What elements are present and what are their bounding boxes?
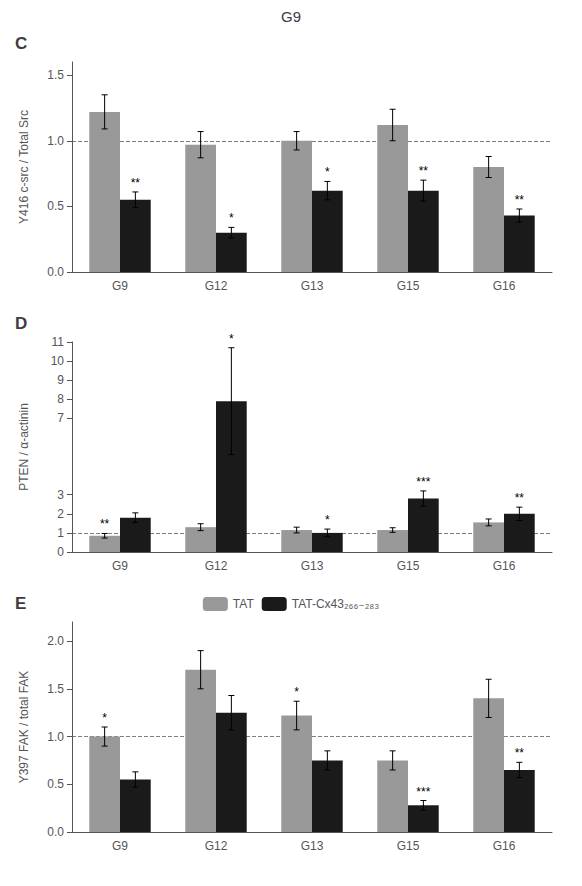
svg-text:G15: G15 — [397, 559, 420, 573]
svg-text:PTEN / α-actinin: PTEN / α-actinin — [17, 403, 31, 491]
svg-text:*: * — [229, 211, 234, 225]
svg-text:Y416 c-src / Total Src: Y416 c-src / Total Src — [17, 110, 31, 224]
svg-text:G12: G12 — [205, 279, 228, 293]
svg-text:1: 1 — [57, 526, 64, 540]
svg-text:G12: G12 — [205, 559, 228, 573]
svg-text:2: 2 — [57, 507, 64, 521]
svg-text:3: 3 — [57, 488, 64, 502]
svg-text:TAT: TAT — [233, 597, 255, 611]
svg-text:*: * — [294, 685, 299, 699]
svg-text:G9: G9 — [112, 279, 128, 293]
svg-text:E: E — [15, 594, 26, 613]
svg-text:***: *** — [416, 785, 430, 799]
svg-text:**: ** — [131, 176, 141, 190]
svg-text:0: 0 — [57, 545, 64, 559]
svg-text:G9: G9 — [112, 839, 128, 853]
svg-text:C: C — [15, 34, 27, 53]
svg-text:**: ** — [515, 746, 525, 760]
svg-text:*: * — [325, 165, 330, 179]
svg-text:G9: G9 — [281, 8, 301, 25]
svg-text:1.0: 1.0 — [47, 730, 64, 744]
svg-text:9: 9 — [57, 373, 64, 387]
svg-text:11: 11 — [52, 335, 65, 349]
svg-text:Y397 FAK / total FAK: Y397 FAK / total FAK — [17, 671, 31, 784]
svg-text:G13: G13 — [301, 559, 324, 573]
svg-text:G13: G13 — [301, 279, 324, 293]
svg-text:1.5: 1.5 — [47, 68, 64, 82]
svg-text:1.0: 1.0 — [47, 134, 64, 148]
svg-text:10: 10 — [51, 354, 65, 368]
svg-text:D: D — [15, 314, 27, 333]
svg-text:G16: G16 — [493, 279, 516, 293]
svg-text:G9: G9 — [112, 559, 128, 573]
svg-text:G13: G13 — [301, 839, 324, 853]
svg-text:*: * — [102, 711, 107, 725]
svg-text:1.5: 1.5 — [47, 682, 64, 696]
svg-text:**: ** — [419, 164, 429, 178]
svg-text:**: ** — [515, 491, 525, 505]
svg-text:0.5: 0.5 — [47, 199, 64, 213]
svg-text:G15: G15 — [397, 279, 420, 293]
svg-text:G15: G15 — [397, 839, 420, 853]
svg-text:8: 8 — [57, 392, 64, 406]
svg-text:**: ** — [515, 193, 525, 207]
svg-text:2.0: 2.0 — [47, 634, 64, 648]
svg-text:0.0: 0.0 — [47, 825, 64, 839]
svg-text:7: 7 — [57, 411, 64, 425]
svg-text:G12: G12 — [205, 839, 228, 853]
svg-text:*: * — [229, 332, 234, 346]
svg-text:0.5: 0.5 — [47, 777, 64, 791]
svg-text:TAT-Cx43₂₆₆₋₂₈₃: TAT-Cx43₂₆₆₋₂₈₃ — [292, 597, 380, 611]
svg-text:*: * — [325, 513, 330, 527]
svg-text:**: ** — [100, 517, 110, 531]
svg-text:G16: G16 — [493, 559, 516, 573]
svg-text:***: *** — [416, 475, 430, 489]
svg-text:0.0: 0.0 — [47, 265, 64, 279]
svg-text:G16: G16 — [493, 839, 516, 853]
